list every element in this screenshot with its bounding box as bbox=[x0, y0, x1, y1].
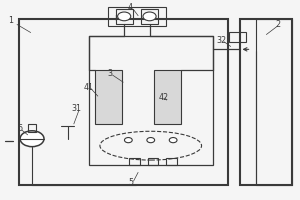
Bar bbox=[89, 36, 213, 165]
Text: 2: 2 bbox=[276, 20, 281, 29]
Circle shape bbox=[143, 12, 156, 21]
Text: +: + bbox=[112, 14, 118, 23]
Text: 42: 42 bbox=[158, 93, 169, 102]
Circle shape bbox=[20, 131, 44, 147]
Circle shape bbox=[147, 138, 154, 143]
Bar bbox=[141, 9, 158, 24]
Bar bbox=[256, 19, 292, 185]
Text: 5: 5 bbox=[128, 178, 133, 187]
Text: 1: 1 bbox=[9, 16, 14, 25]
Circle shape bbox=[169, 138, 177, 143]
Bar bbox=[95, 70, 122, 124]
Circle shape bbox=[124, 138, 132, 143]
Bar bbox=[166, 158, 177, 165]
Bar bbox=[28, 124, 36, 132]
Bar bbox=[148, 158, 158, 165]
Text: -: - bbox=[160, 14, 163, 23]
Bar bbox=[154, 70, 182, 124]
Text: 32: 32 bbox=[217, 36, 227, 45]
Text: 6: 6 bbox=[18, 124, 22, 133]
Text: 3: 3 bbox=[107, 69, 112, 78]
Bar bbox=[240, 19, 292, 185]
Circle shape bbox=[118, 12, 131, 21]
Bar bbox=[129, 158, 140, 165]
Bar bbox=[116, 9, 133, 24]
Text: 41: 41 bbox=[84, 83, 94, 92]
Text: 4: 4 bbox=[128, 3, 133, 12]
Text: 31: 31 bbox=[72, 104, 82, 113]
Bar bbox=[229, 32, 246, 42]
Bar bbox=[19, 19, 228, 185]
Bar bbox=[108, 7, 166, 26]
